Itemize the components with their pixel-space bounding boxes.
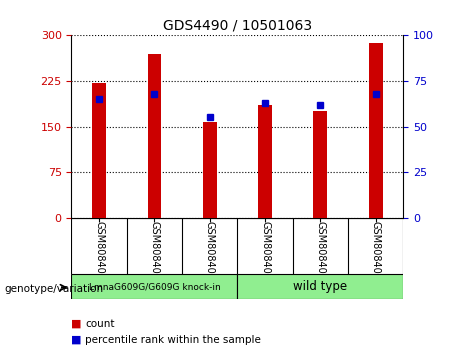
- Text: GSM808403: GSM808403: [94, 221, 104, 279]
- Text: GSM808404: GSM808404: [149, 221, 160, 279]
- Text: ■: ■: [71, 319, 82, 329]
- Text: percentile rank within the sample: percentile rank within the sample: [85, 335, 261, 345]
- Text: LmnaG609G/G609G knock-in: LmnaG609G/G609G knock-in: [89, 282, 220, 291]
- Text: GSM808407: GSM808407: [315, 221, 325, 280]
- Bar: [237, 274, 403, 299]
- Text: GSM808405: GSM808405: [205, 221, 215, 280]
- Bar: [148, 53, 161, 218]
- Text: ■: ■: [71, 335, 82, 345]
- Text: GSM808408: GSM808408: [371, 221, 381, 279]
- Bar: [369, 43, 383, 218]
- Bar: [258, 105, 272, 218]
- Bar: [92, 83, 106, 218]
- Text: wild type: wild type: [293, 280, 348, 293]
- Text: genotype/variation: genotype/variation: [5, 284, 104, 293]
- Title: GDS4490 / 10501063: GDS4490 / 10501063: [163, 19, 312, 33]
- Text: GSM808406: GSM808406: [260, 221, 270, 279]
- Bar: [313, 112, 327, 218]
- Text: count: count: [85, 319, 115, 329]
- Bar: [203, 122, 217, 218]
- Bar: [71, 274, 237, 299]
